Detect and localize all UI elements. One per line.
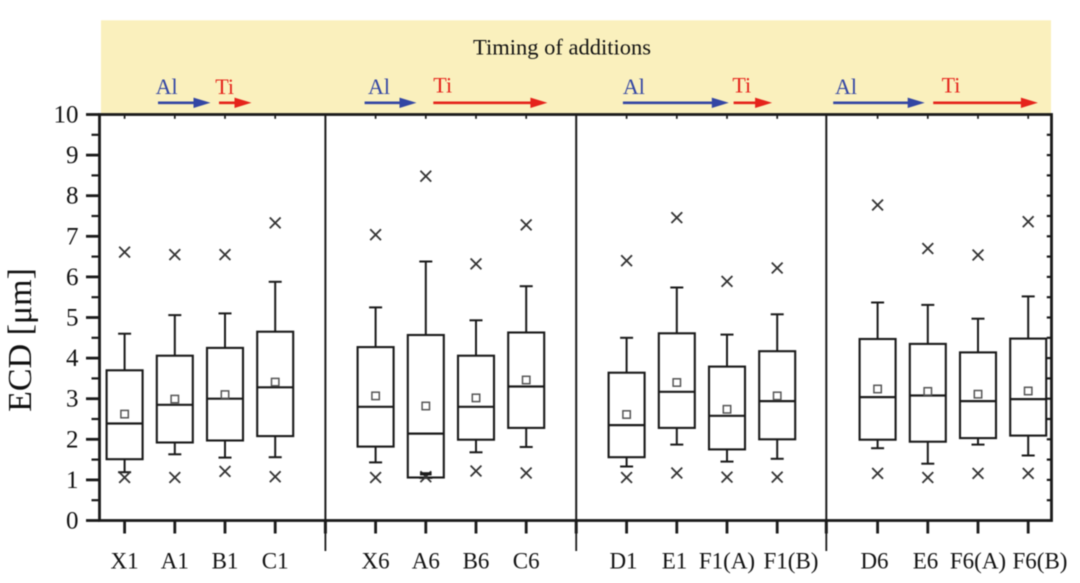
svg-text:Al: Al [835, 74, 857, 99]
svg-text:E6: E6 [913, 549, 939, 574]
svg-text:F1(B): F1(B) [764, 549, 819, 574]
svg-text:Al: Al [156, 74, 178, 99]
svg-text:C6: C6 [513, 549, 540, 574]
svg-text:10: 10 [54, 102, 79, 129]
svg-text:1: 1 [66, 467, 79, 494]
svg-text:Ti: Ti [215, 74, 234, 99]
svg-text:F1(A): F1(A) [699, 549, 755, 574]
svg-text:ECD [μm]: ECD [μm] [2, 268, 39, 412]
svg-text:A1: A1 [161, 549, 189, 574]
svg-text:8: 8 [66, 183, 79, 210]
svg-text:Al: Al [368, 74, 390, 99]
svg-text:9: 9 [66, 142, 79, 169]
svg-text:F6(B): F6(B) [1013, 549, 1068, 574]
svg-text:6: 6 [66, 264, 79, 291]
svg-text:4: 4 [66, 345, 79, 372]
svg-text:Ti: Ti [732, 73, 751, 98]
svg-text:Ti: Ti [433, 73, 452, 98]
svg-text:Timing of additions: Timing of additions [473, 35, 651, 60]
svg-text:D6: D6 [860, 549, 888, 574]
svg-text:X6: X6 [362, 549, 390, 574]
svg-text:C1: C1 [262, 549, 289, 574]
svg-text:Al: Al [623, 74, 645, 99]
svg-text:0: 0 [66, 508, 79, 535]
svg-text:7: 7 [66, 223, 79, 250]
svg-text:A6: A6 [412, 549, 440, 574]
svg-text:2: 2 [66, 426, 79, 453]
svg-text:3: 3 [66, 386, 79, 413]
svg-text:X1: X1 [111, 549, 139, 574]
svg-text:5: 5 [66, 305, 79, 332]
svg-text:E1: E1 [662, 549, 688, 574]
svg-text:D1: D1 [609, 549, 637, 574]
svg-text:B1: B1 [212, 549, 239, 574]
svg-text:F6(A): F6(A) [950, 549, 1006, 574]
svg-text:B6: B6 [463, 549, 490, 574]
svg-text:Ti: Ti [942, 73, 961, 98]
